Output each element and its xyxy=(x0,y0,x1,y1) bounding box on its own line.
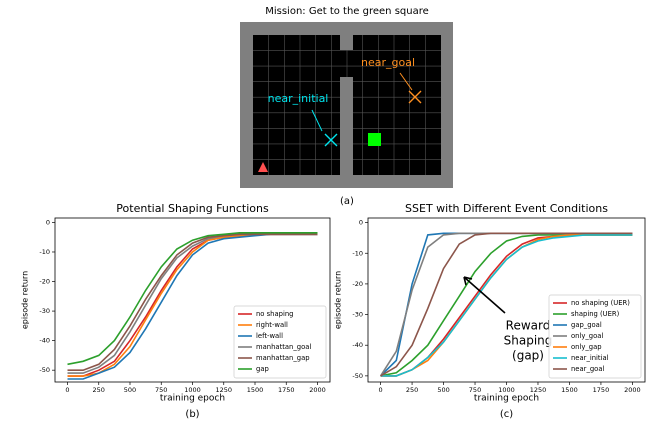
annotation: Shaping xyxy=(504,334,553,348)
y-tick-label: 0 xyxy=(46,218,50,226)
y-tick-label: -30 xyxy=(39,307,50,315)
y-tick-label: 0 xyxy=(359,219,363,227)
series-line xyxy=(67,233,318,371)
gridworld: Mission: Get to the green square near_go… xyxy=(240,6,453,207)
caption: (b) xyxy=(185,409,199,420)
y-tick-label: -30 xyxy=(352,311,363,319)
legend-label: no shaping (UER) xyxy=(571,299,630,307)
x-tick-label: 0 xyxy=(65,386,69,394)
x-tick-label: 250 xyxy=(406,386,418,394)
y-tick-label: -10 xyxy=(352,249,363,257)
y-tick-label: -10 xyxy=(39,248,50,256)
x-tick-label: 250 xyxy=(93,386,105,394)
x-axis-label: training epoch xyxy=(160,394,225,404)
x-tick-label: 1250 xyxy=(530,386,547,394)
agent xyxy=(258,162,268,172)
x-tick-label: 500 xyxy=(124,386,136,394)
x-tick-label: 2000 xyxy=(309,386,326,394)
near-initial-marker xyxy=(324,133,338,147)
caption: (c) xyxy=(500,409,513,420)
plot-frame xyxy=(54,217,331,383)
series-line xyxy=(67,232,318,366)
wall xyxy=(340,35,353,50)
wall xyxy=(340,77,353,175)
annotation-arrow xyxy=(463,276,506,314)
x-tick-label: 1000 xyxy=(184,386,201,394)
chart-title: SSET with Different Event Conditions xyxy=(405,202,608,215)
x-tick-label: 1000 xyxy=(498,386,515,394)
legend-label: manhattan_gap xyxy=(256,354,310,362)
x-tick-label: 750 xyxy=(469,386,481,394)
arrow xyxy=(311,109,323,132)
annotation: Reward xyxy=(506,319,551,333)
y-tick-label: -20 xyxy=(39,278,50,286)
x-tick-label: 1500 xyxy=(247,386,264,394)
annotation: (gap) xyxy=(512,349,544,363)
legend-label: gap xyxy=(256,365,269,373)
arrow xyxy=(399,72,413,91)
mission-title: Mission: Get to the green square xyxy=(265,6,429,17)
legend-label: no shaping xyxy=(256,310,293,318)
y-axis-label: episode return xyxy=(21,271,30,329)
legend-label: gap_goal xyxy=(571,321,602,329)
series-line xyxy=(380,234,633,377)
near-goal-marker xyxy=(408,90,422,104)
legend-label: manhattan_goal xyxy=(256,343,311,351)
y-tick-label: -40 xyxy=(352,341,363,349)
y-tick-label: -40 xyxy=(39,337,50,345)
x-tick-label: 500 xyxy=(437,386,449,394)
x-tick-label: 1750 xyxy=(278,386,295,394)
legend-label: left-wall xyxy=(256,332,283,340)
x-tick-label: 1750 xyxy=(593,386,610,394)
chart-title: Potential Shaping Functions xyxy=(116,202,269,215)
x-tick-label: 1250 xyxy=(215,386,232,394)
series-line xyxy=(380,232,633,377)
x-tick-label: 0 xyxy=(379,386,383,394)
y-tick-label: -50 xyxy=(39,366,50,374)
x-tick-label: 2000 xyxy=(624,386,641,394)
legend-label: near_initial xyxy=(571,354,609,362)
x-tick-label: 1500 xyxy=(561,386,578,394)
near-goal-label: near_goal xyxy=(361,56,415,69)
legend-label: right-wall xyxy=(256,321,288,329)
y-tick-label: -50 xyxy=(352,372,363,380)
x-tick-label: 750 xyxy=(155,386,167,394)
y-tick-label: -20 xyxy=(352,280,363,288)
goal xyxy=(368,133,381,146)
plot-frame xyxy=(367,217,646,383)
y-axis-label: episode return xyxy=(334,271,343,329)
legend-box xyxy=(548,294,642,379)
legend-box xyxy=(233,305,327,379)
legend-label: only_goal xyxy=(571,332,603,340)
caption: (a) xyxy=(340,196,354,207)
x-axis-label: training epoch xyxy=(474,394,539,404)
legend-label: shaping (UER) xyxy=(571,310,620,318)
near-initial-label: near_initial xyxy=(268,92,329,105)
legend-label: only_gap xyxy=(571,343,602,351)
legend-label: near_goal xyxy=(571,365,604,373)
